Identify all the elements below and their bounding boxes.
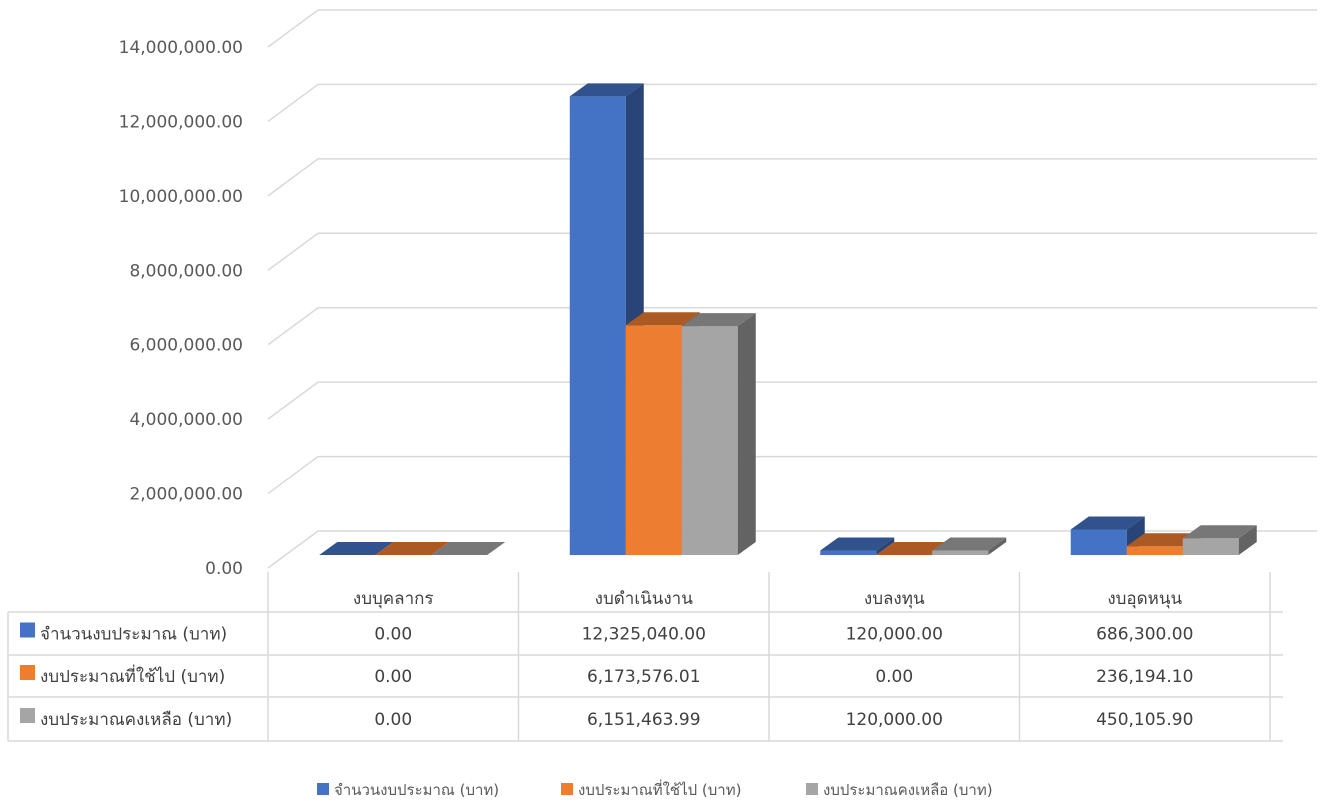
bar-side bbox=[737, 313, 756, 555]
bar-2-1 bbox=[876, 542, 951, 555]
bar-front bbox=[1182, 538, 1239, 555]
y-tick-label: 4,000,000.00 bbox=[129, 410, 243, 430]
row-legend-key bbox=[20, 708, 35, 723]
bar-top bbox=[932, 537, 1007, 551]
bar-front bbox=[625, 325, 682, 555]
legend-label: งบประมาณที่ใช้ไป (บาท) bbox=[578, 779, 741, 799]
gridline bbox=[267, 83, 1317, 123]
bar-side bbox=[876, 537, 895, 555]
bar-side bbox=[1238, 525, 1257, 555]
bar-3-2 bbox=[1182, 525, 1257, 555]
gridline bbox=[267, 455, 1317, 495]
bar-top bbox=[1182, 525, 1257, 539]
bar-top bbox=[569, 83, 644, 97]
table-cell: 12,325,040.00 bbox=[582, 625, 706, 645]
gridline bbox=[267, 232, 1317, 271]
legend-key bbox=[806, 783, 818, 795]
data-table: งบบุคลากร งบดำเนินงาน งบลงทุน งบอุดหนุนจำนว… bbox=[7, 572, 1283, 742]
legend-key bbox=[561, 783, 573, 795]
category-label: งบอุดหนุน bbox=[1107, 589, 1182, 609]
y-tick-label: 10,000,000.00 bbox=[119, 187, 243, 207]
bar-top bbox=[681, 313, 756, 327]
gridline bbox=[267, 158, 1317, 197]
grid-lines bbox=[267, 9, 1317, 569]
table-cell: 0.00 bbox=[374, 710, 412, 730]
bar-2-2 bbox=[932, 537, 1007, 555]
bar-front bbox=[681, 326, 738, 555]
y-tick-label: 6,000,000.00 bbox=[129, 336, 243, 356]
bar-1-2 bbox=[681, 313, 756, 555]
category-label: งบลงทุน bbox=[864, 589, 925, 609]
row-label: งบประมาณที่ใช้ไป (บาท) bbox=[40, 664, 225, 687]
category-label: งบดำเนินงาน bbox=[595, 589, 694, 609]
bar-3-0 bbox=[1070, 516, 1145, 555]
y-axis: 0.00 2,000,000.00 4,000,000.00 6,000,000.00… bbox=[119, 38, 243, 579]
table-cell: 120,000.00 bbox=[846, 710, 943, 730]
table-cell: 686,300.00 bbox=[1096, 625, 1193, 645]
bar-0-1 bbox=[375, 542, 450, 555]
gridline bbox=[267, 530, 1317, 569]
bar-side bbox=[988, 537, 1007, 555]
bar-top bbox=[876, 542, 951, 555]
table-cell: 450,105.90 bbox=[1096, 710, 1193, 730]
row-label: งบประมาณคงเหลือ (บาท) bbox=[40, 710, 232, 730]
table-cell: 0.00 bbox=[875, 667, 913, 687]
bar-front bbox=[820, 550, 877, 555]
bar-front bbox=[932, 550, 989, 555]
table-cell: 6,151,463.99 bbox=[587, 710, 701, 730]
bar-front bbox=[1070, 529, 1127, 555]
legend-key bbox=[317, 783, 329, 795]
gridline bbox=[267, 381, 1317, 420]
bar-top bbox=[431, 542, 506, 555]
y-tick-label: 2,000,000.00 bbox=[129, 485, 243, 505]
bar-2-0 bbox=[820, 537, 895, 555]
bar-front bbox=[1126, 546, 1183, 555]
legend: จำนวนงบประมาณ (บาท) งบประมาณที่ใช้ไป (บาท… bbox=[317, 779, 993, 799]
bar-top bbox=[1070, 516, 1145, 530]
table-cell: 6,173,576.01 bbox=[587, 667, 701, 687]
bar-0-0 bbox=[319, 542, 394, 555]
bar-top bbox=[319, 542, 394, 555]
row-legend-key bbox=[20, 622, 35, 638]
legend-label: งบประมาณคงเหลือ (บาท) bbox=[823, 781, 993, 799]
bar-top bbox=[820, 537, 895, 551]
gridline bbox=[267, 306, 1317, 346]
bar-top bbox=[625, 312, 700, 326]
bar-0-2 bbox=[431, 542, 506, 555]
table-cell: 236,194.10 bbox=[1096, 667, 1193, 687]
category-label: งบบุคลากร bbox=[353, 589, 434, 609]
row-label: จำนวนงบประมาณ (บาท) bbox=[40, 625, 227, 645]
table-cell: 0.00 bbox=[374, 625, 412, 645]
bar-top bbox=[1126, 533, 1201, 547]
table-cell: 0.00 bbox=[374, 667, 412, 687]
y-tick-label: 0.00 bbox=[205, 559, 243, 579]
row-legend-key bbox=[20, 665, 35, 680]
y-tick-label: 12,000,000.00 bbox=[119, 112, 243, 132]
bar-top bbox=[375, 542, 450, 555]
y-tick-label: 8,000,000.00 bbox=[129, 261, 243, 281]
bar-front bbox=[569, 96, 626, 555]
gridline bbox=[267, 9, 1317, 48]
bars bbox=[319, 83, 1257, 555]
table-cell: 120,000.00 bbox=[846, 625, 943, 645]
legend-label: จำนวนงบประมาณ (บาท) bbox=[334, 781, 499, 799]
y-tick-label: 14,000,000.00 bbox=[119, 38, 243, 58]
